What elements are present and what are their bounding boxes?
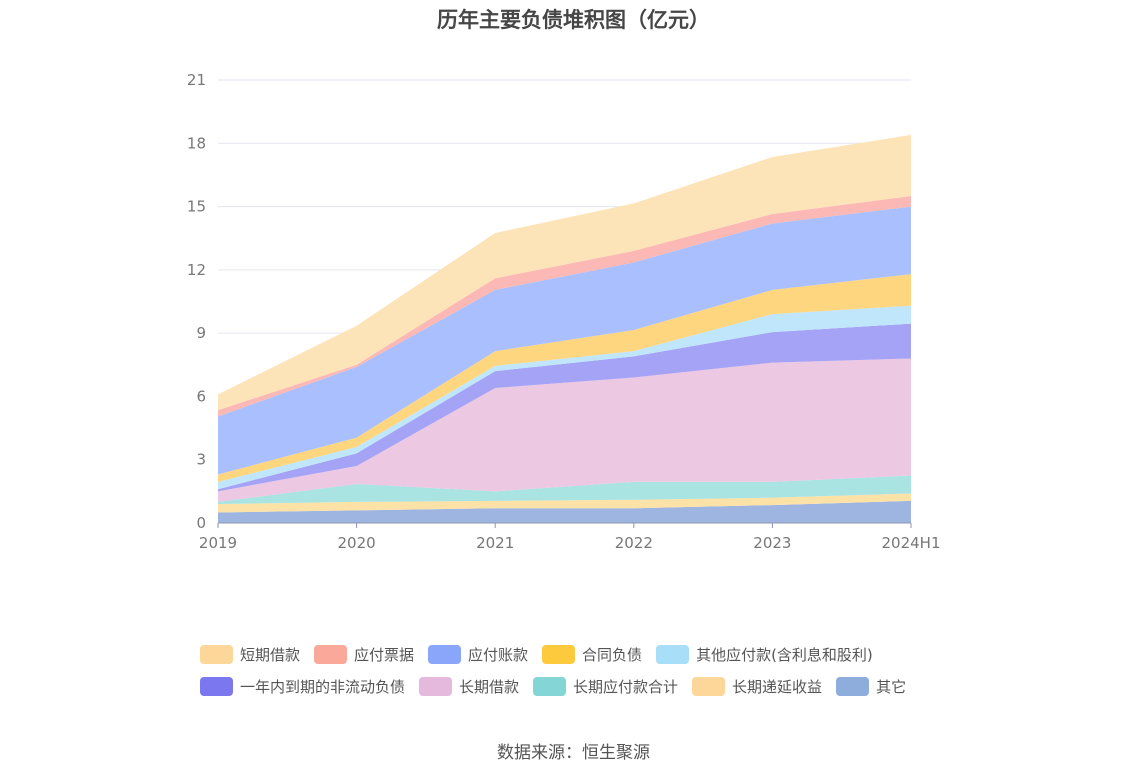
legend-swatch [314,644,348,664]
legend-label: 其他应付款(含利息和股利) [696,645,873,664]
legend-item[interactable]: 一年内到期的非流动负债 [200,676,405,697]
area-series-3 [218,358,911,502]
legend-swatch [692,676,726,696]
legend-swatch [836,676,870,696]
legend-label: 其它 [876,677,907,696]
legend-row: 短期借款 应付票据 应付账款 合同负债 其他应付款(含利息和股利) [200,638,960,670]
y-tick-label: 15 [187,198,206,216]
y-tick-label: 12 [187,261,206,279]
area-series-6 [218,274,911,482]
area-series-0 [218,500,911,523]
legend-label: 合同负债 [582,645,643,664]
x-tick-label: 2021 [476,534,514,552]
legend-label: 长期应付款合计 [573,677,679,696]
data-source-note: 数据来源：恒生聚源 [497,743,650,763]
area-series-4 [218,323,911,492]
x-tick-label: 2024H1 [882,534,941,552]
x-tick-label: 2020 [338,534,376,552]
area-series-9 [218,134,911,411]
legend-item[interactable]: 应付票据 [314,644,414,665]
legend-item[interactable]: 长期借款 [419,676,519,697]
legend-label: 应付票据 [354,645,415,664]
chart-title: 历年主要负债堆积图（亿元） [437,8,710,32]
legend-swatch [200,676,233,696]
legend-label: 长期递延收益 [732,677,823,696]
legend-item[interactable]: 短期借款 [200,644,300,665]
axis-layer: 0 3 6 9 12 15 18 21 2019 2020 2021 2022 2023 2024H1 [187,71,941,552]
legend-swatch [533,676,567,696]
legend-swatch [428,644,462,664]
legend-item[interactable]: 长期递延收益 [692,676,822,697]
legend-label: 应付账款 [468,645,529,664]
area-series-2 [218,475,911,505]
legend-item[interactable]: 合同负债 [542,644,642,665]
area-layer [218,134,911,523]
x-tick-label: 2019 [199,534,237,552]
legend-row: 一年内到期的非流动负债 长期借款 长期应付款合计 长期递延收益 其它 [200,670,960,702]
stacked-area-chart: 0 3 6 9 12 15 18 21 2019 2020 2021 2022 2023 2024H1 [187,71,941,552]
legend-item[interactable]: 其他应付款(含利息和股利) [656,644,873,665]
legend-label: 长期借款 [459,677,520,696]
legend-item[interactable]: 应付账款 [428,644,528,665]
legend-label: 短期借款 [240,645,301,664]
legend-swatch [419,676,453,696]
y-tick-label: 0 [196,514,206,532]
legend-item[interactable]: 其它 [836,676,906,697]
y-tick-label: 9 [196,324,206,342]
legend-swatch [542,644,576,664]
area-series-1 [218,493,911,513]
y-tick-label: 6 [196,387,206,405]
area-series-5 [218,305,911,490]
x-tick-label: 2023 [753,534,791,552]
area-series-7 [218,206,911,475]
y-tick-label: 21 [187,71,206,89]
legend-swatch [200,644,233,664]
x-tick-label: 2022 [615,534,653,552]
legend: 短期借款 应付票据 应付账款 合同负债 其他应付款(含利息和股利) 一年内到期的非流动负债… [200,638,960,702]
y-tick-label: 18 [187,134,206,152]
legend-swatch [656,644,690,664]
legend-label: 一年内到期的非流动负债 [240,677,406,696]
y-tick-label: 3 [196,451,206,469]
legend-item[interactable]: 长期应付款合计 [533,676,678,697]
